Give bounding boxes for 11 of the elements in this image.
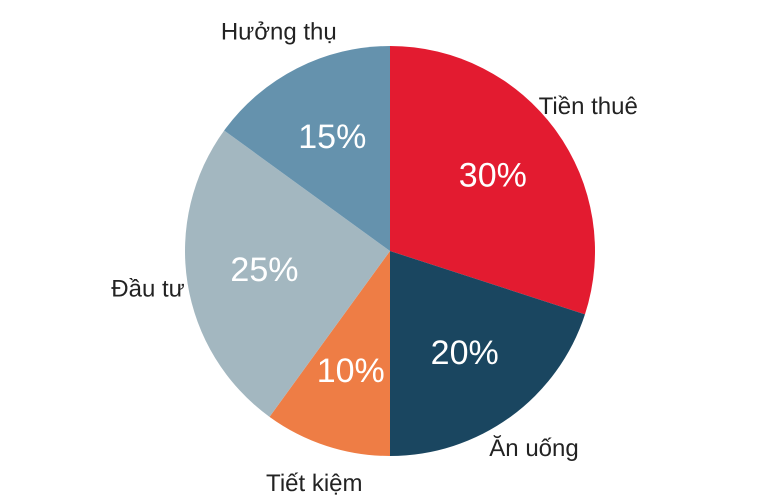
data-label: 30% <box>458 156 527 194</box>
data-label: 25% <box>230 250 298 289</box>
slice-label: Ăn uống <box>489 435 579 462</box>
slice-label: Tiền thuê <box>538 92 638 120</box>
data-label: 15% <box>298 118 366 156</box>
data-label: 20% <box>430 334 499 372</box>
slice-label: Hưởng thụ <box>220 18 337 46</box>
slice-label: Đầu tư <box>111 275 185 302</box>
data-label: 10% <box>316 352 385 390</box>
slice-label: Tiết kiệm <box>266 470 363 498</box>
pie-slice <box>224 46 390 251</box>
